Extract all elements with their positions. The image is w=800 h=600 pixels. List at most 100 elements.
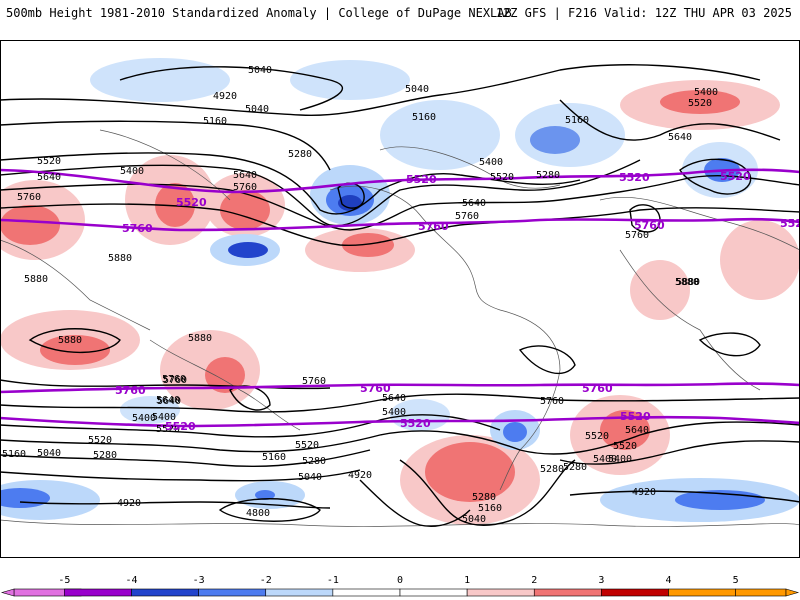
contour-5760-north [0,217,800,232]
contour-5760-south [0,382,800,394]
color-scale-tick-label: -1 [327,575,339,586]
color-scale-tick-label: 5 [733,575,739,586]
highlighted-label: 5760 [122,222,153,235]
contour-label: 5880 [58,335,82,346]
color-scale-tick-label: -4 [125,575,137,586]
anomaly-region [120,396,180,424]
contour-label: 5520 [613,441,637,452]
contour-label: 5880 [108,253,132,264]
contour-label: 5280 [288,149,312,160]
anomaly-region [205,357,245,393]
contour-label-set: 5040 4920 5040 5160 5040 5160 5160 5400 … [2,65,718,525]
contour-label: 5520 [585,431,609,442]
contour-label: 5160 [262,452,286,463]
highlighted-label: 5520 [176,196,207,209]
contour-label: 5280 [563,462,587,473]
contour-label: 5520 [490,172,514,183]
highlighted-label: 5520 [165,420,196,433]
contour-label: 4800 [246,508,270,519]
contour-label: 5400 [132,413,156,424]
contour-line [119,66,344,111]
contour-label: 5760 [163,375,187,386]
contour-5520-south [0,415,800,428]
anomaly-region [503,422,527,442]
contour-label: 5640 [233,170,257,181]
contour-label: 5400 [120,166,144,177]
anomaly-region [342,233,394,257]
color-scale-cell [601,588,669,597]
contour-label: 5400 [382,407,406,418]
anomaly-region [720,220,800,300]
contour-line [559,440,800,465]
contour-label: 5280 [93,450,117,461]
contour-line [28,328,121,354]
highlighted-label: 5760 [418,220,449,233]
contour-label: 5280 [540,464,564,475]
highlighted-label: 5520 [406,173,437,186]
contour-label: 4920 [348,470,372,481]
color-scale-cell [399,588,468,597]
color-scale-arrow-high [785,588,800,597]
contour-label: 5520 [688,98,712,109]
highlighted-label: 5520 [400,417,431,430]
contour-line [559,99,781,141]
contour-label: 5280 [302,456,326,467]
contour-label: 5040 [37,448,61,459]
contour-label: 4920 [213,91,237,102]
contour-label: 5880 [676,277,700,288]
model-run-info: 12Z GFS | F216 Valid: 12Z THU APR 03 202… [495,6,792,20]
contour-label: 5040 [405,84,429,95]
contour-line [399,459,576,526]
contour-line [0,449,371,467]
contour-label: 5760 [162,374,186,385]
color-scale-tick-label: 1 [464,575,470,586]
color-scale-cell [64,588,132,597]
highlighted-contours [0,168,800,428]
color-scale-arrow-low [0,588,15,597]
anomaly-region [90,58,230,102]
color-scale-tick-label: 3 [598,575,604,586]
contour-label: 5880 [675,277,699,288]
contour-label: 5520 [88,435,112,446]
contour-line [0,203,800,247]
anomaly-region [380,100,500,170]
contour-line [569,490,800,503]
contour-label: 5640 [668,132,692,143]
color-scale-tick-label: -5 [58,575,70,586]
highlighted-label: 5520 [620,410,651,423]
map-title: 500mb Height 1981-2010 Standardized Anom… [6,6,512,20]
contour-label: 5040 [248,65,272,76]
color-scale-cell [668,588,736,597]
contour-label: 5160 [2,449,26,460]
color-scale-cell [131,588,199,597]
highlighted-label-set: 5520 5520 5760 5520 5760 5520 5760 5760 … [115,170,800,433]
contour-line [0,120,331,171]
highlighted-label: 5760 [582,382,613,395]
highlighted-label: 5760 [634,219,665,232]
anomaly-region [290,60,410,100]
color-scale-cells [0,588,800,597]
contour-line [518,345,576,375]
color-scale-tick-label: -2 [260,575,272,586]
highlighted-label: 5760 [115,384,146,397]
contour-label: 5400 [694,87,718,98]
contour-label: 5400 [479,157,503,168]
contour-label: 5280 [472,492,496,503]
contour-line [698,332,761,357]
anomaly-region [155,183,195,227]
contour-line [0,379,331,390]
contour-label: 5160 [478,503,502,514]
color-scale-tick-label: -3 [193,575,205,586]
highlighted-label: 5520 [619,171,650,184]
height-contours [0,64,800,527]
contour-label: 5760 [302,376,326,387]
color-scale-cell [735,588,787,597]
contour-line [0,64,761,117]
contour-label: 5640 [462,198,486,209]
contour-line [0,421,800,455]
contour-line [19,501,331,509]
contour-label: 5400 [593,454,617,465]
contour-line [0,152,581,215]
anomaly-region [530,126,580,154]
